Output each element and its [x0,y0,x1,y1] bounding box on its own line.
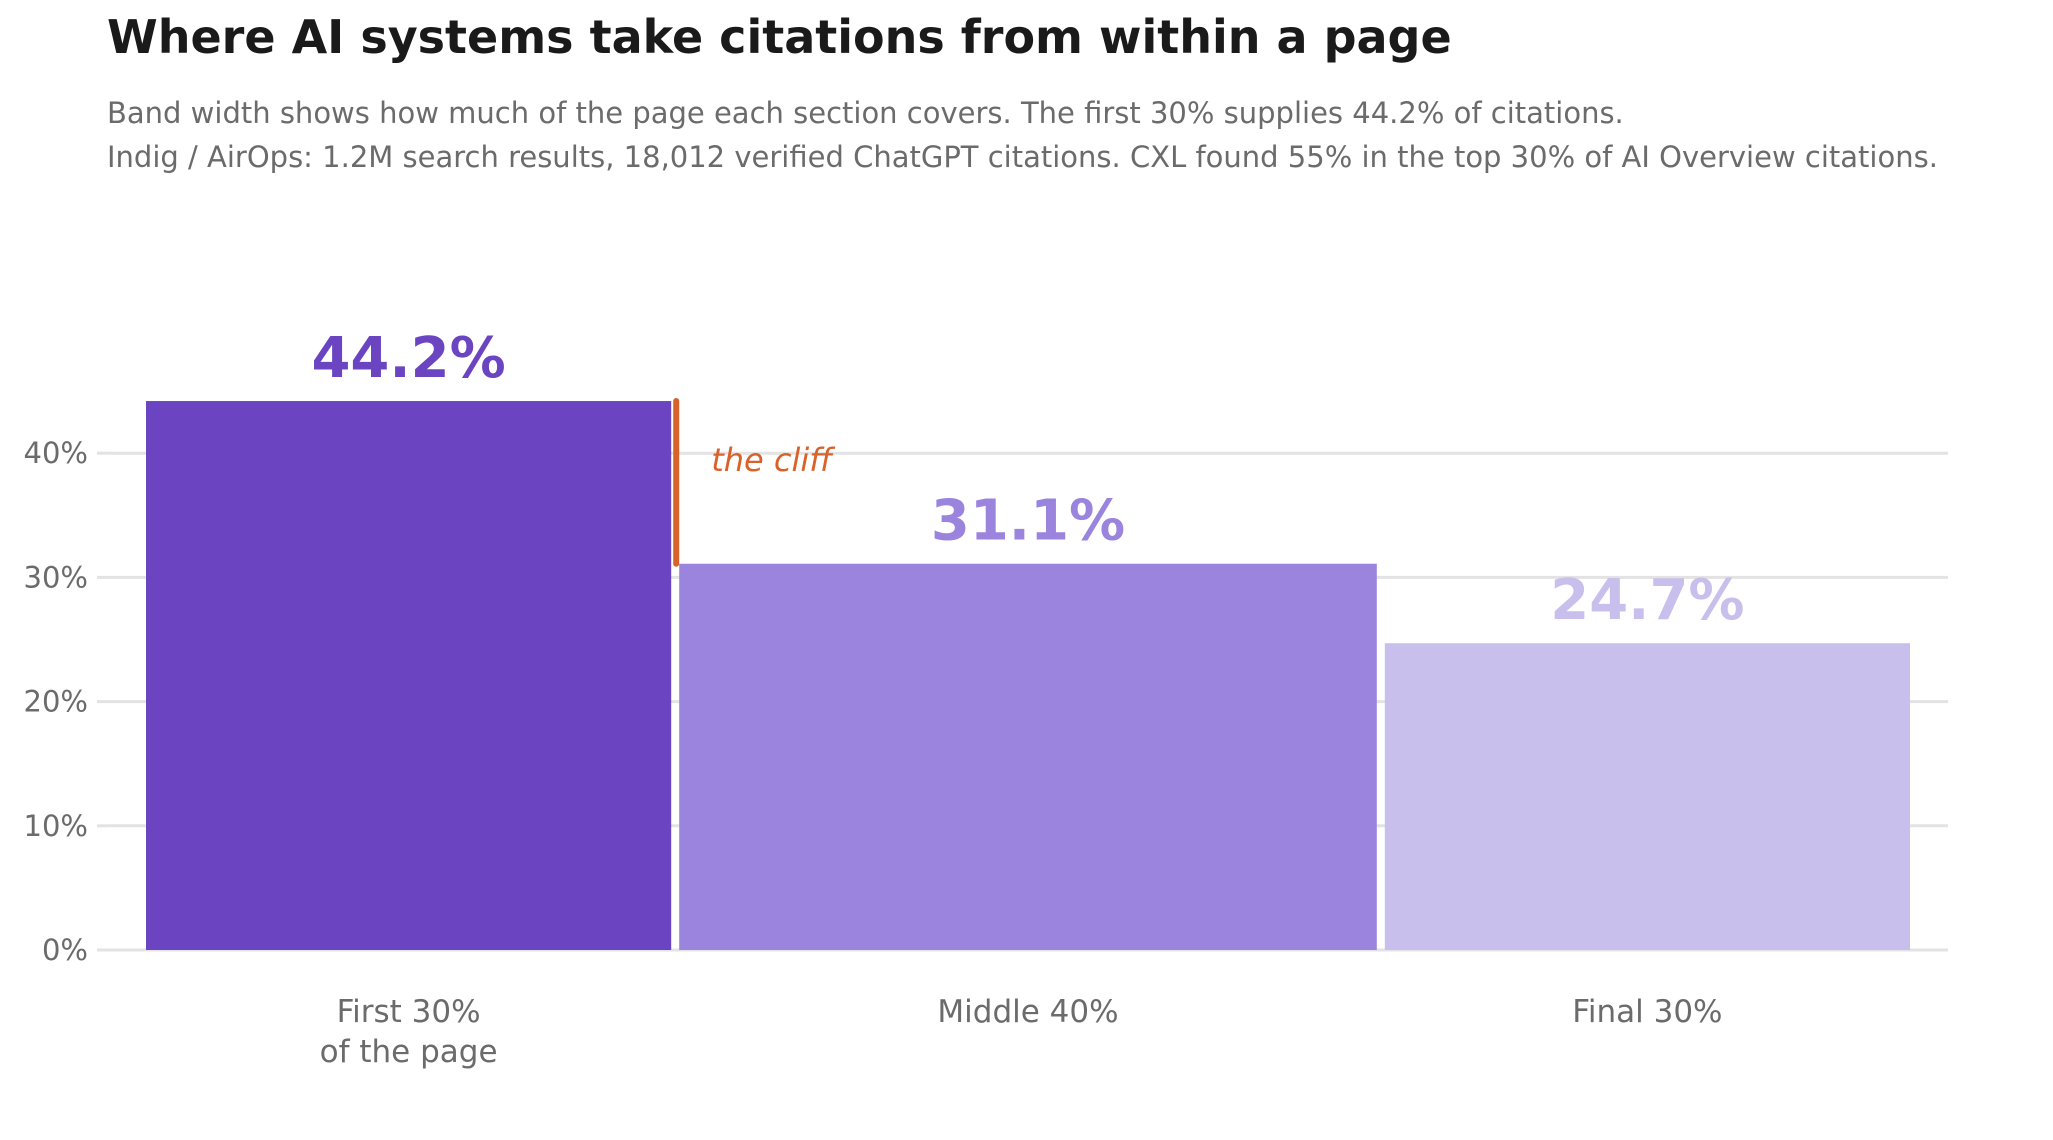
chart-title: Where AI systems take citations from wit… [107,10,1452,64]
bars [146,401,1910,950]
labels: 44.2% First 30% of the page 31.1% Middle 40%… [311,326,1744,1070]
chart-subtitle-line-2: Indig / AirOps: 1.2M search results, 18,… [107,140,1938,174]
data-label: 44.2% [311,326,505,391]
y-axis: 0% 10% 20% 30% 40% [24,436,108,967]
data-label: 31.1% [931,489,1125,554]
x-category-label: Middle 40% [937,994,1118,1030]
y-tick-label: 10% [24,809,88,843]
y-tick-label: 0% [42,933,88,967]
chart-subtitle-line-1: Band width shows how much of the page ea… [107,96,1624,130]
x-category-label: Final 30% [1572,994,1722,1030]
bar [146,401,672,950]
y-tick-label: 40% [24,436,88,470]
x-category-label: of the page [320,1034,498,1070]
data-label: 24.7% [1550,568,1744,633]
y-tick-label: 30% [24,560,88,594]
cliff-annotation: the cliff [711,441,836,479]
bar [1384,643,1910,950]
annotation-layer: the cliff [673,398,836,567]
bar [679,563,1377,950]
x-category-label: First 30% [337,994,481,1030]
y-tick-label: 20% [24,685,88,719]
